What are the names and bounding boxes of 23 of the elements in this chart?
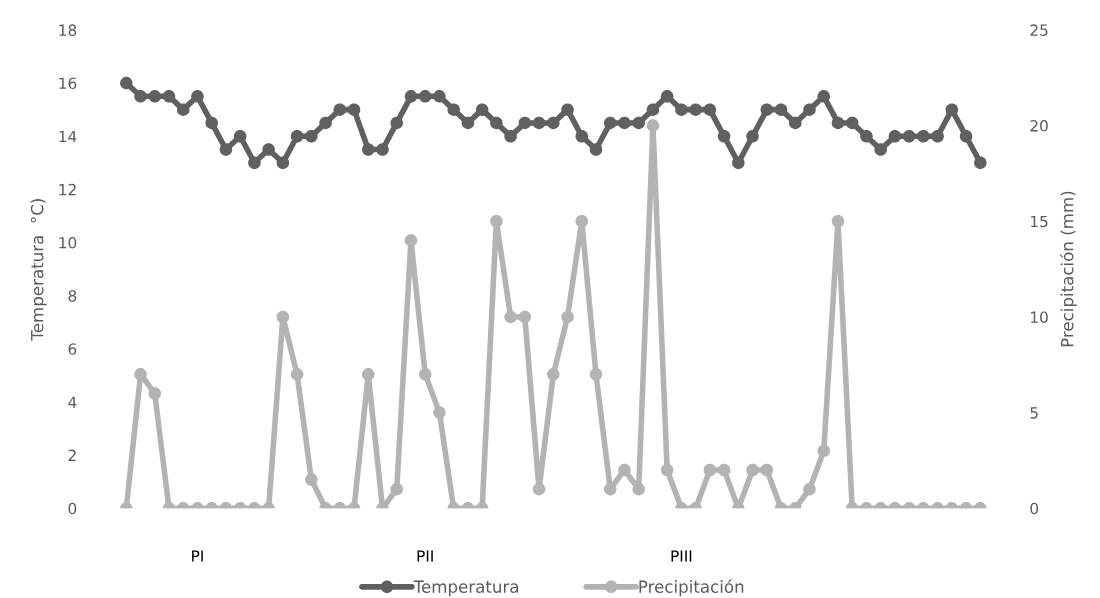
- y2-tick-label: 15: [1031, 215, 1048, 228]
- y2-tick-label: 10: [1031, 311, 1048, 323]
- x-tick-label: PIII: [671, 550, 692, 562]
- y-tick-label: 4: [68, 396, 77, 408]
- y-tick-label: 14: [59, 130, 77, 143]
- y-tick-label: 6: [68, 343, 77, 355]
- y2-tick-label: 25: [1030, 24, 1048, 36]
- x-tick-label: PI: [192, 550, 203, 562]
- y-tick-label: 0: [68, 502, 77, 515]
- y-tick-label: 2: [68, 449, 76, 461]
- y2-tick-label: 20: [1030, 120, 1048, 132]
- legend-label: Precipitación: [639, 579, 744, 597]
- y-tick-label: 8: [68, 290, 77, 302]
- y-tick-label: 16: [59, 77, 77, 90]
- y-tick-label: 18: [59, 24, 77, 36]
- y-axis-title: Temperatura °C): [30, 199, 47, 341]
- legend-label: Temperatura: [413, 580, 519, 597]
- y2-axis-title: Precipitación (mm): [1059, 191, 1077, 347]
- y2-tick-label: 0: [1030, 502, 1039, 515]
- y-tick-label: 10: [59, 236, 77, 249]
- y-tick-label: 12: [59, 183, 76, 196]
- y2-tick-label: 5: [1030, 407, 1038, 419]
- x-tick-label: PII: [417, 550, 433, 562]
